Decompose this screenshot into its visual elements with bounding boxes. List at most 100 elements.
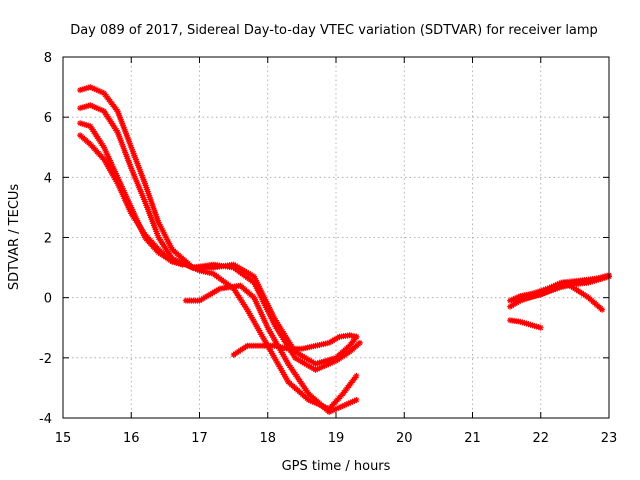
- data-point: [132, 154, 139, 161]
- data-point: [599, 273, 606, 280]
- data-point: [133, 178, 140, 185]
- data-point: [546, 284, 553, 291]
- data-point: [154, 217, 161, 224]
- data-point: [268, 315, 275, 322]
- x-tick-label: 23: [601, 431, 618, 446]
- data-point: [261, 300, 268, 307]
- data-point: [173, 259, 180, 266]
- y-tick-label: 6: [44, 111, 52, 126]
- data-point: [121, 147, 128, 154]
- data-point: [341, 402, 348, 409]
- data-point: [265, 308, 272, 315]
- data-point: [345, 400, 352, 407]
- data-point: [106, 155, 113, 162]
- data-point: [353, 396, 360, 403]
- data-point: [116, 133, 123, 140]
- data-point: [120, 124, 127, 131]
- data-point: [154, 232, 161, 239]
- data-point: [530, 290, 537, 297]
- data-point: [127, 163, 134, 170]
- x-tick-label: 19: [328, 431, 345, 446]
- data-point: [318, 364, 325, 371]
- data-point: [124, 134, 131, 141]
- data-point: [119, 120, 126, 127]
- data-point: [273, 358, 280, 364]
- data-point: [262, 339, 269, 345]
- data-point: [104, 161, 111, 168]
- data-point: [251, 279, 258, 286]
- data-point: [157, 223, 164, 230]
- data-point: [122, 130, 129, 137]
- data-point: [186, 263, 193, 270]
- data-point: [105, 153, 112, 160]
- data-point: [151, 224, 158, 231]
- data-point: [534, 288, 541, 295]
- data-point: [109, 163, 116, 170]
- data-point: [155, 219, 162, 226]
- data-point: [258, 294, 265, 301]
- data-point: [160, 229, 167, 236]
- data-point: [331, 358, 338, 365]
- data-point: [131, 173, 138, 180]
- data-point: [149, 218, 156, 225]
- data-point: [104, 151, 111, 158]
- data-point: [249, 316, 256, 323]
- data-point: [141, 198, 148, 205]
- y-tick-label: 8: [44, 51, 52, 66]
- data-point: [262, 319, 269, 326]
- data-point: [179, 261, 186, 268]
- data-point: [531, 322, 538, 329]
- data-point: [126, 161, 133, 168]
- data-point: [266, 328, 273, 335]
- data-point: [151, 222, 157, 229]
- data-point: [166, 240, 173, 247]
- data-point: [122, 128, 129, 135]
- data-point: [144, 186, 151, 193]
- data-point: [120, 193, 127, 200]
- data-point: [111, 174, 118, 181]
- data-point: [275, 361, 282, 368]
- data-point: [159, 227, 166, 234]
- data-point: [135, 182, 142, 189]
- data-point: [103, 149, 110, 156]
- data-point: [146, 194, 153, 201]
- data-point: [121, 126, 128, 133]
- data-point: [529, 322, 536, 329]
- series-track-5: [182, 282, 360, 415]
- data-point: [150, 220, 157, 227]
- data-point: [177, 260, 184, 267]
- data-point: [538, 287, 545, 294]
- x-tick-label: 17: [191, 431, 208, 446]
- data-point: [267, 348, 274, 355]
- data-point: [125, 204, 132, 211]
- data-point: [77, 120, 84, 127]
- data-point: [152, 211, 159, 218]
- data-point: [152, 226, 159, 233]
- data-point: [264, 324, 271, 331]
- data-point: [116, 114, 123, 121]
- data-point: [127, 208, 134, 215]
- data-point: [260, 335, 267, 342]
- data-point: [251, 294, 258, 301]
- data-point: [255, 304, 262, 311]
- data-point: [603, 272, 610, 279]
- data-point: [144, 188, 151, 195]
- data-point: [601, 273, 608, 280]
- data-point: [257, 307, 264, 314]
- data-point: [107, 167, 114, 174]
- series-track-8: [507, 272, 612, 304]
- data-point: [283, 375, 290, 382]
- data-point: [333, 405, 340, 412]
- data-point: [320, 358, 327, 365]
- data-point: [548, 283, 555, 290]
- data-point: [116, 112, 123, 119]
- data-point: [147, 212, 154, 219]
- data-point: [111, 166, 118, 173]
- data-point: [146, 192, 153, 199]
- data-point: [142, 200, 149, 207]
- data-point: [323, 361, 330, 368]
- data-point: [119, 191, 126, 198]
- data-point: [85, 84, 92, 91]
- data-point: [141, 180, 148, 187]
- data-point: [106, 157, 113, 164]
